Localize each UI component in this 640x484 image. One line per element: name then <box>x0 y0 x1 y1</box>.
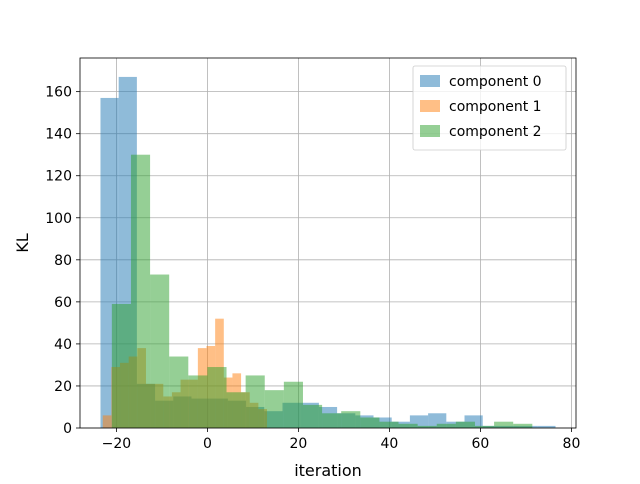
y-tick-label: 80 <box>54 253 72 269</box>
legend-label: component 1 <box>449 99 542 115</box>
x-tick-label: 0 <box>203 436 212 452</box>
histogram-bar <box>207 367 227 428</box>
legend-label: component 2 <box>449 124 542 140</box>
histogram-bar <box>537 425 556 428</box>
y-tick-label: 120 <box>45 169 72 185</box>
y-tick-label: 100 <box>45 211 72 227</box>
series-2-bars <box>111 154 533 429</box>
histogram-bar <box>436 423 456 428</box>
x-tick-label: −20 <box>102 436 132 452</box>
legend-swatch <box>420 100 440 112</box>
y-tick-label: 0 <box>63 421 72 437</box>
plot-frame <box>79 57 577 429</box>
histogram-bar <box>102 415 112 428</box>
histogram-bar <box>111 303 131 428</box>
histogram-bar <box>474 425 495 428</box>
histogram-bar <box>513 423 533 428</box>
y-tick-label: 40 <box>54 337 72 353</box>
legend-item: component 1 <box>420 99 542 115</box>
x-tick-label: 60 <box>472 436 490 452</box>
legend-label: component 0 <box>449 74 542 90</box>
histogram-bar <box>188 375 208 428</box>
histogram-bar <box>283 381 303 428</box>
histogram-bar <box>455 421 475 428</box>
x-axis-label: iteration <box>294 461 362 480</box>
histogram-bar <box>494 421 514 428</box>
histogram-bars <box>100 76 556 429</box>
histogram-bar <box>226 392 246 428</box>
histogram-bar <box>341 411 361 428</box>
histogram-bar <box>245 375 265 428</box>
legend-item: component 2 <box>420 124 542 140</box>
legend: component 0 component 1 component 2 <box>412 65 567 151</box>
histogram-bar <box>398 423 418 428</box>
legend-swatch <box>420 125 440 137</box>
axis-ticks: −20 0 20 40 60 80 0 20 40 60 80 100 120 140 160 <box>45 85 580 452</box>
x-tick-label: 80 <box>563 436 581 452</box>
histogram-bar <box>264 390 284 428</box>
x-tick-label: 40 <box>381 436 399 452</box>
y-tick-label: 20 <box>54 379 72 395</box>
y-tick-label: 140 <box>45 127 72 143</box>
y-tick-label: 160 <box>45 85 72 101</box>
legend-item: component 0 <box>420 74 542 90</box>
legend-box <box>412 65 567 151</box>
y-tick-label: 60 <box>54 295 72 311</box>
x-tick-label: 20 <box>290 436 308 452</box>
y-axis-label: KL <box>13 233 32 252</box>
legend-swatch <box>420 75 440 87</box>
histogram-bar <box>169 356 189 428</box>
histogram-bar <box>130 154 151 429</box>
histogram-bar <box>322 413 342 428</box>
histogram-bar <box>360 417 380 428</box>
histogram-bar <box>417 425 437 428</box>
histogram-bar <box>150 274 170 428</box>
histogram-bar <box>379 421 399 428</box>
histogram-bar <box>302 404 323 428</box>
